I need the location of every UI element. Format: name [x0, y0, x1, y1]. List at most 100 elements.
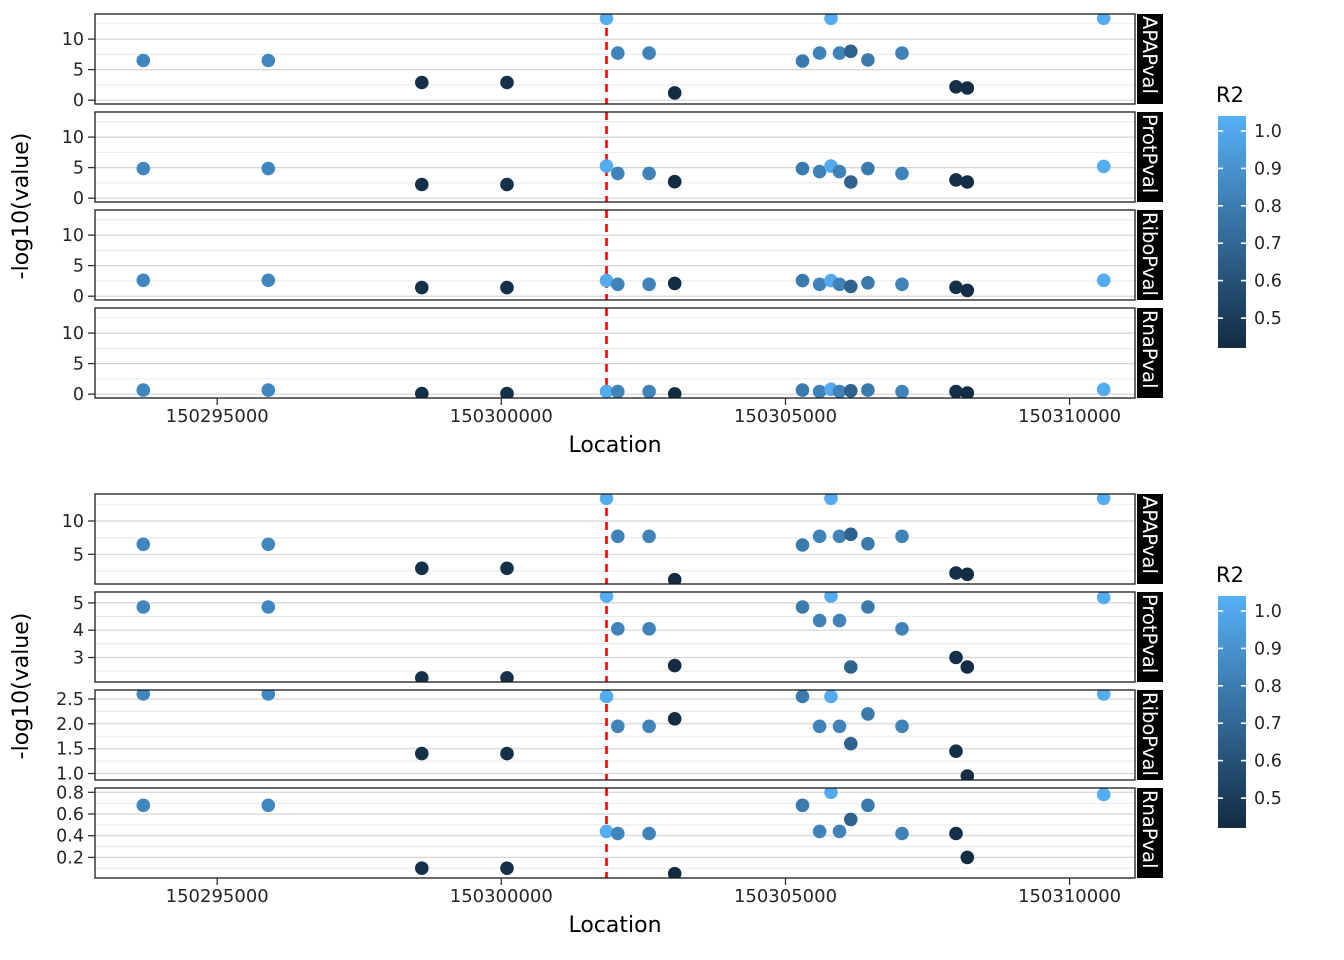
snp-point	[642, 166, 656, 181]
legend-tick-label: 0.7	[1254, 234, 1282, 254]
legend-tick-label: 0.8	[1254, 677, 1282, 697]
legend-tick-label: 0.6	[1254, 272, 1282, 292]
snp-point	[1096, 592, 1111, 605]
snp-point	[667, 658, 682, 673]
x-axis-title: Location	[568, 433, 661, 458]
facet-strip-label: RnaPval	[1138, 310, 1161, 389]
y-axis-tick-label: 0	[73, 385, 84, 405]
snp-point	[261, 53, 276, 68]
facet-strip-label: RiboPval	[1138, 212, 1161, 296]
snp-point	[599, 824, 614, 839]
snp-point	[960, 283, 975, 298]
snp-point	[824, 788, 838, 800]
x-axis-tick-label: 150300000	[450, 406, 553, 427]
legend-tick-label: 0.5	[1254, 309, 1282, 329]
snp-point	[949, 280, 963, 295]
snp-point	[261, 383, 276, 397]
panel-border	[94, 493, 1136, 585]
snp-point	[960, 175, 975, 189]
snp-point	[500, 75, 514, 90]
snp-point	[960, 769, 975, 780]
facet-strip-label: ProtPval	[1138, 114, 1161, 193]
snp-point	[844, 660, 858, 674]
snp-point	[844, 44, 858, 59]
y-axis-tick-label: 0	[73, 189, 84, 209]
legend-title: R2	[1216, 563, 1244, 587]
snp-point	[667, 712, 682, 726]
legend-tick-label: 0.5	[1254, 789, 1282, 809]
snp-point	[832, 46, 847, 60]
snp-point	[949, 173, 963, 187]
snp-point	[861, 798, 875, 813]
snp-point	[861, 600, 875, 614]
snp-point	[844, 279, 858, 294]
snp-point	[824, 690, 838, 704]
snp-point	[136, 383, 151, 397]
snp-point	[844, 384, 858, 398]
snp-point	[832, 164, 847, 179]
snp-point	[1096, 273, 1111, 288]
legend-tick-label: 0.7	[1254, 714, 1282, 734]
y-axis-title: -log10(value)	[9, 133, 34, 280]
panel-border	[94, 209, 1136, 301]
snp-point	[949, 80, 963, 94]
snp-point	[844, 527, 858, 542]
snp-point	[1096, 690, 1111, 701]
panel-border	[94, 111, 1136, 203]
snp-point	[667, 866, 682, 878]
snp-point	[667, 572, 682, 584]
snp-point	[895, 277, 909, 292]
snp-point	[642, 46, 656, 60]
snp-point	[832, 719, 847, 734]
snp-point	[611, 719, 625, 734]
snp-point	[611, 622, 625, 636]
snp-point	[136, 600, 151, 614]
y-axis-tick-label: 10	[62, 512, 84, 532]
chart-svg-fixed: 0 5 10 APAPval 0 5 10 ProtPval 0 5 10 RiboPval 0 5 10 R…	[9, 13, 1282, 458]
legend-tick-label: 0.8	[1254, 197, 1282, 217]
snp-point	[415, 746, 429, 761]
snp-point	[895, 719, 909, 734]
snp-point	[261, 161, 276, 176]
snp-point	[812, 384, 827, 398]
facet-strip-label: RnaPval	[1138, 790, 1161, 869]
y-axis-tick-label: 2.0	[56, 715, 84, 735]
legend-tick-label: 1.0	[1254, 602, 1282, 622]
snp-point	[861, 53, 875, 67]
x-axis-tick-label: 150300000	[450, 886, 553, 907]
snp-point	[812, 277, 827, 292]
chart-svg-free_y: 5 10 APAPval 3 4 5 ProtPval 1.0 1.5 2.0 2.5 RiboPva…	[9, 493, 1282, 938]
snp-point	[812, 824, 827, 839]
panel-border	[94, 689, 1136, 781]
panel-border	[94, 13, 1136, 105]
snp-point	[642, 719, 656, 734]
snp-point	[500, 386, 514, 398]
legend-colorbar	[1218, 596, 1246, 828]
x-axis-title: Location	[568, 913, 661, 938]
snp-point	[611, 384, 625, 398]
facet-strip	[1137, 494, 1163, 584]
y-axis-tick-label: 5	[73, 159, 84, 179]
snp-point	[895, 384, 909, 398]
snp-point	[136, 690, 151, 701]
snp-point	[1096, 14, 1111, 26]
snp-point	[667, 174, 682, 189]
y-axis-tick-label: 5	[73, 257, 84, 277]
snp-point	[832, 277, 847, 292]
y-axis-title: -log10(value)	[9, 613, 34, 760]
snp-point	[949, 650, 963, 665]
snp-point	[795, 798, 810, 813]
facet-strip	[1137, 308, 1163, 398]
x-axis-tick-label: 150295000	[166, 406, 269, 427]
snp-point	[261, 273, 276, 288]
snp-point	[812, 46, 827, 60]
snp-point	[261, 690, 276, 701]
snp-point	[824, 494, 838, 506]
snp-point	[895, 166, 909, 181]
y-axis-tick-label: 0.8	[56, 783, 84, 803]
facet-strip-label: APAPval	[1138, 496, 1161, 574]
y-axis-tick-label: 5	[73, 545, 84, 565]
snp-point	[949, 566, 963, 580]
snp-point	[599, 273, 614, 288]
panel-background	[95, 308, 1135, 398]
